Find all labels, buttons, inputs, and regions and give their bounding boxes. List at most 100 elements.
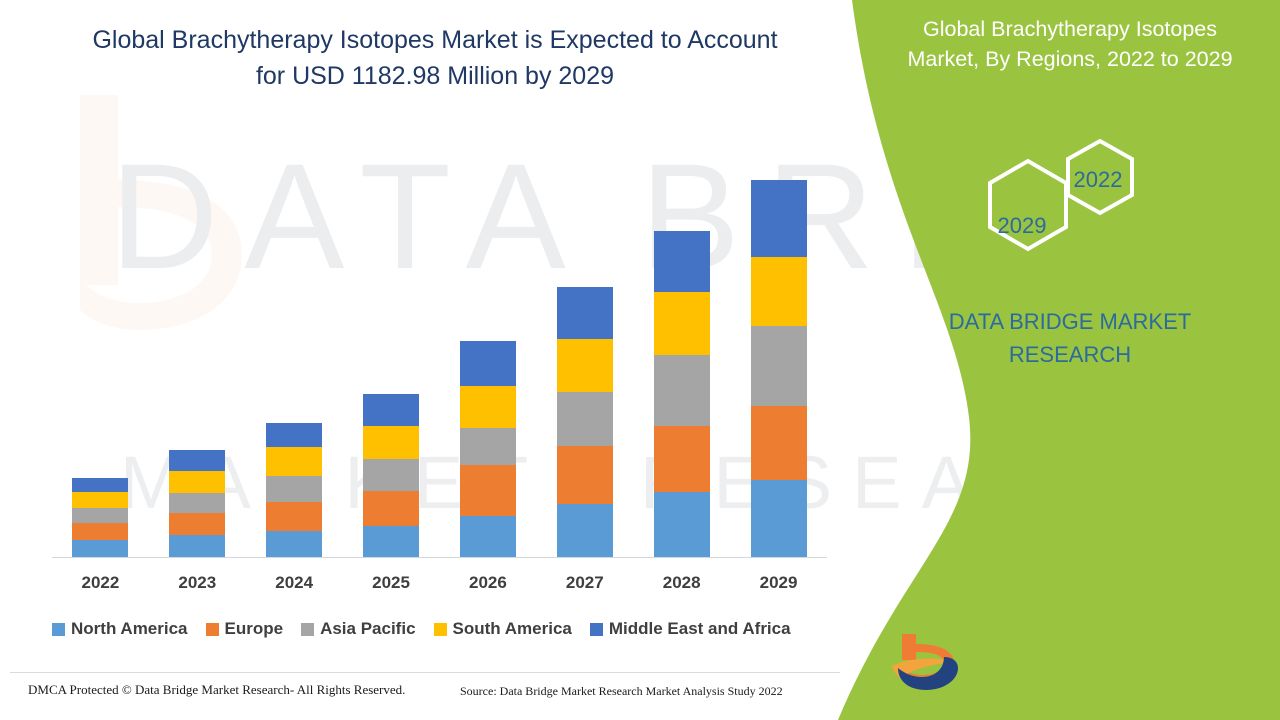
x-axis-tick-label: 2029 (759, 573, 798, 592)
x-axis-line (52, 557, 827, 558)
bar-segment (653, 231, 710, 293)
legend-label: Asia Pacific (320, 619, 416, 638)
legend-item: South America (433, 619, 572, 639)
bar-chart-plot (52, 150, 827, 557)
bar-segment (653, 491, 710, 557)
bar-segment (363, 490, 420, 527)
watermark-data: DATA (110, 132, 592, 300)
bar-column (52, 150, 148, 557)
hexagon-2022-outline (1066, 138, 1134, 216)
legend-item: North America (52, 619, 188, 639)
bar-segment (363, 459, 420, 491)
bar-column (343, 150, 439, 557)
hexagon-large-label: 2029 (997, 213, 1047, 238)
bar-segment (266, 447, 323, 476)
x-axis-tick-label: 2028 (662, 573, 701, 592)
panel-brand-text: DATA BRIDGE MARKET RESEARCH (880, 305, 1260, 371)
chart-title-line-1: Global Brachytherapy Isotopes Market is … (92, 26, 778, 54)
bar-segment (363, 425, 420, 460)
x-axis-tick-label: 2027 (565, 573, 604, 592)
panel-title-line-1: Global Brachytherapy Isotopes (923, 17, 1217, 41)
bar-segment (72, 477, 129, 492)
data-bridge-logo: DATA BRIDGE M A R K E T R E S E A R C H (890, 630, 1120, 692)
bar-segment (459, 386, 516, 428)
bar-segment (556, 446, 613, 505)
stacked-bar (459, 341, 516, 557)
legend-swatch (589, 622, 603, 636)
panel-brand-line-1: DATA BRIDGE MARKET (948, 309, 1192, 334)
bar-segment (363, 394, 420, 426)
legend-item: Europe (205, 619, 284, 639)
hexagon-group: 2029 2022 (880, 135, 1260, 280)
bar-segment (169, 492, 226, 514)
legend-label: Europe (224, 619, 284, 638)
bar-segment (556, 287, 613, 340)
chart-legend: North America Europe Asia Pacific South Ame… (52, 616, 842, 642)
bar-segment (750, 479, 807, 557)
bar-segment (266, 475, 323, 503)
stacked-bar (72, 477, 129, 557)
x-axis-tick-label: 2023 (178, 573, 217, 592)
legend-label: Middle East and Africa (608, 619, 791, 638)
bar-segment (556, 504, 613, 557)
x-axis-tick-label: 2024 (275, 573, 314, 592)
x-axis-tick-label: 2026 (469, 573, 507, 592)
bar-segment (363, 526, 420, 557)
x-axis-tick-label: 2022 (81, 573, 120, 592)
x-axis-labels: 2022 2023 2024 2025 2026 2027 2028 2029 (52, 573, 827, 597)
bar-segment (556, 339, 613, 393)
bar-segment (750, 326, 807, 407)
stacked-bar (653, 231, 710, 557)
bar-segment (459, 465, 516, 517)
legend-label: North America (71, 619, 188, 638)
legend-swatch (433, 622, 447, 636)
stacked-bar (266, 422, 323, 557)
footer-source-note: Source: Data Bridge Market Research Mark… (460, 684, 783, 698)
legend-label: South America (452, 619, 572, 638)
hexagon-2029-outline (988, 158, 1068, 252)
chart-pane: Global Brachytherapy Isotopes Market is … (10, 22, 842, 698)
legend-item: Middle East and Africa (589, 619, 791, 639)
bar-segment (169, 513, 226, 535)
bar-segment (459, 341, 516, 387)
bar-segment (653, 292, 710, 355)
panel-title: Global Brachytherapy Isotopes Market, By… (880, 14, 1260, 74)
bar-segment (459, 516, 516, 557)
bar-segment (169, 470, 226, 493)
bar-segment (459, 427, 516, 466)
chart-title-line-2: for USD 1182.98 Million by 2029 (255, 62, 615, 90)
legend-item: Asia Pacific (301, 619, 416, 639)
bar-segment (72, 508, 129, 524)
bar-segment (266, 422, 323, 448)
bar-column (537, 150, 633, 557)
green-panel-content: Global Brachytherapy Isotopes Market, By… (880, 0, 1280, 720)
bar-segment (72, 539, 129, 557)
hexagon-small-label: 2022 (1073, 167, 1123, 192)
stacked-bar (363, 394, 420, 557)
legend-swatch (205, 622, 219, 636)
bar-segment (750, 179, 807, 257)
legend-swatch (301, 622, 315, 636)
chart-title: Global Brachytherapy Isotopes Market is … (40, 22, 830, 94)
legend-swatch (52, 622, 65, 636)
bar-column (634, 150, 730, 557)
footer-divider (10, 672, 840, 673)
bar-segment (653, 425, 710, 492)
footer-dmca-notice: DMCA Protected © Data Bridge Market Rese… (28, 682, 406, 697)
watermark-b-mark (60, 85, 250, 415)
bar-segment (653, 354, 710, 426)
panel-title-line-2: Market, By Regions, 2022 to 2029 (907, 47, 1233, 71)
x-axis-tick-label: 2025 (372, 573, 410, 592)
bar-segment (266, 502, 323, 531)
bar-segment (169, 534, 226, 557)
data-bridge-logo-mark (892, 634, 958, 690)
panel-brand-line-2: RESEARCH (1008, 342, 1132, 367)
bar-column (440, 150, 536, 557)
bar-segment (72, 491, 129, 509)
bar-segment (750, 406, 807, 480)
bar-column (731, 150, 827, 557)
stacked-bar (169, 450, 226, 557)
stacked-bar (556, 287, 613, 557)
stacked-bar (750, 179, 807, 557)
